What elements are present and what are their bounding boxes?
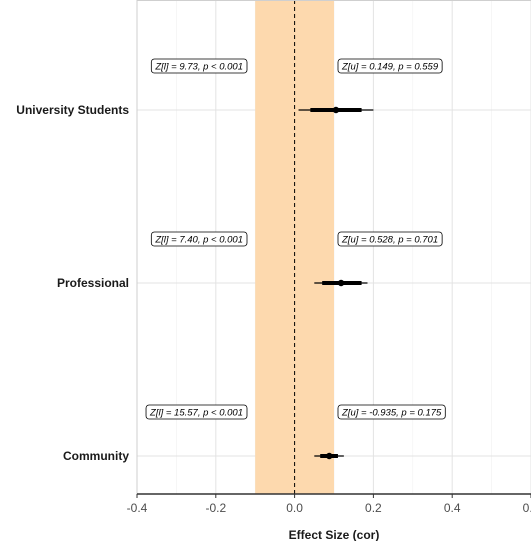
category-label: Community: [63, 449, 129, 463]
x-tick-label: -0.2: [205, 501, 226, 515]
point-estimate: [326, 452, 333, 460]
x-tick-label: 0.2: [365, 501, 382, 515]
annotations: Z[l] = 9.73, p < 0.001 Z[u] = 0.149, p = …: [145, 58, 446, 420]
upper-test-label: Z[u] = 0.149, p = 0.559: [337, 58, 443, 74]
lower-test-label: Z[l] = 7.40, p < 0.001: [150, 231, 248, 247]
x-tick-label: 0.6: [523, 501, 531, 515]
estimate-marks: [298, 106, 374, 460]
lower-test-box: [150, 58, 248, 74]
lower-test-box: [150, 231, 248, 247]
upper-test-box: [337, 58, 443, 74]
axes: -0.4 -0.2 0.0 0.2 0.4 0.6 University Students P…: [16, 0, 531, 515]
upper-test-text: Z[u] = 0.149, p = 0.559: [341, 62, 439, 73]
x-axis-title: Effect Size (cor): [289, 528, 380, 541]
upper-test-text: Z[u] = -0.935, p = 0.175: [341, 408, 442, 419]
lower-test-text: Z[l] = 7.40, p < 0.001: [154, 235, 243, 246]
upper-test-text: Z[u] = 0.528, p = 0.701: [341, 235, 438, 246]
category-label: Professional: [57, 276, 129, 290]
lower-test-box: [145, 404, 248, 420]
upper-test-box: [337, 404, 446, 420]
lower-test-label: Z[l] = 9.73, p < 0.001: [150, 58, 248, 74]
upper-test-box: [337, 231, 443, 247]
x-tick-label: 0.0: [286, 501, 303, 515]
category-label: University Students: [16, 103, 129, 117]
x-tick-label: -0.4: [127, 501, 148, 515]
lower-test-label: Z[l] = 15.57, p < 0.001: [145, 404, 248, 420]
upper-test-label: Z[u] = -0.935, p = 0.175: [337, 404, 446, 420]
point-estimate: [337, 279, 345, 287]
upper-test-label: Z[u] = 0.528, p = 0.701: [337, 231, 443, 247]
lower-test-text: Z[l] = 9.73, p < 0.001: [154, 62, 243, 73]
equivalence-band: [255, 0, 334, 494]
point-estimate: [332, 106, 340, 114]
x-tick-label: 0.4: [444, 501, 461, 515]
lower-test-text: Z[l] = 15.57, p < 0.001: [149, 408, 243, 419]
